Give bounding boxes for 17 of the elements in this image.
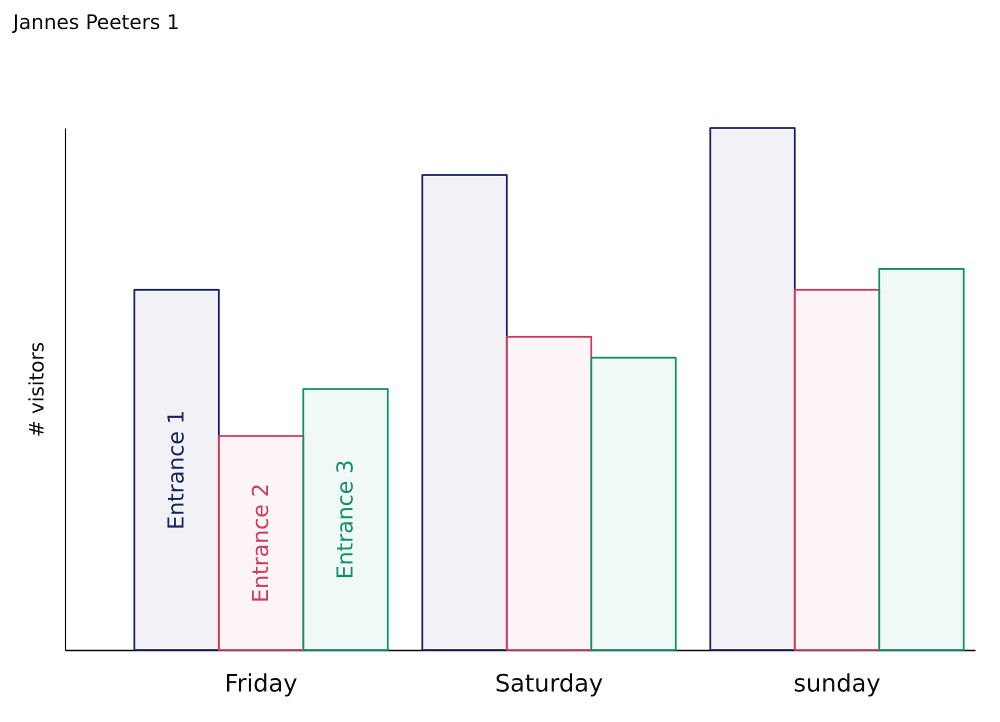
bar (878, 268, 965, 651)
bar (218, 435, 304, 651)
series-label: Entrance 2 (249, 483, 274, 603)
x-tick-label: sunday (793, 670, 881, 698)
chart-title: Jannes Peeters 1 (11, 10, 180, 34)
bar (421, 174, 508, 651)
y-axis-title: # visitors (24, 342, 48, 438)
series-label: Entrance 3 (334, 460, 359, 580)
bar (590, 356, 677, 651)
bar (709, 127, 796, 651)
x-tick-label: Saturday (494, 670, 604, 698)
bar (506, 336, 592, 651)
bar (794, 288, 880, 651)
bar (302, 388, 389, 651)
series-label: Entrance 1 (164, 410, 190, 530)
x-tick-label: Friday (224, 670, 298, 698)
bar (133, 288, 220, 651)
